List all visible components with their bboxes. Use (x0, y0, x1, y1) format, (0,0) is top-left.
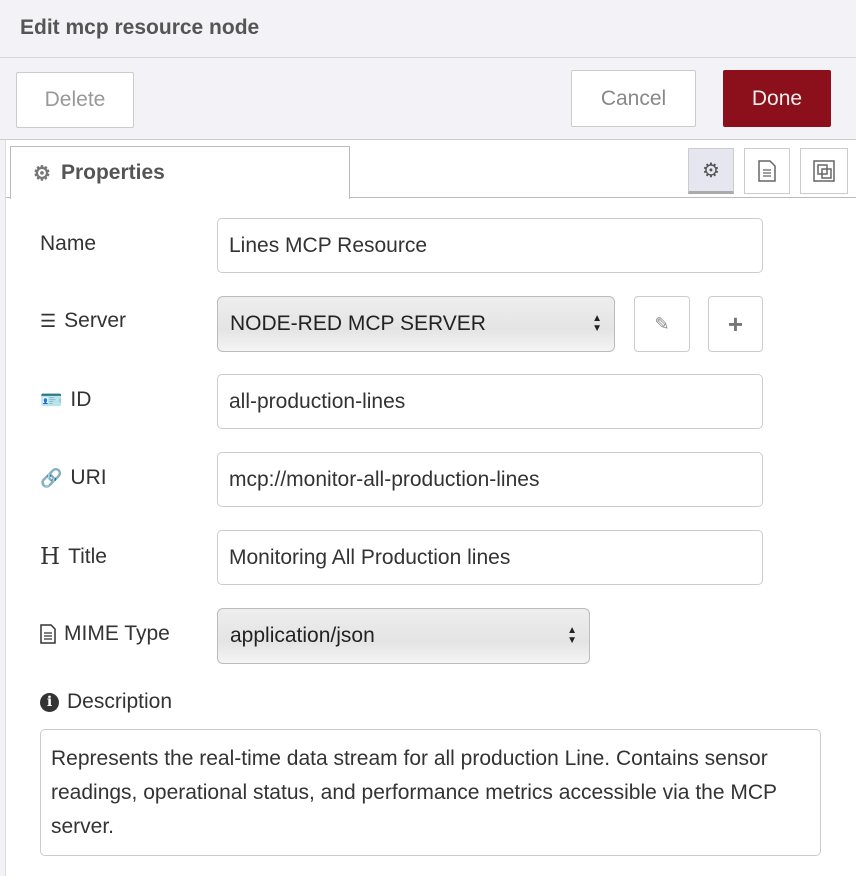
frame-icon (813, 160, 835, 182)
description-tab-button[interactable] (744, 148, 790, 194)
title-input[interactable]: Monitoring All Production lines (217, 530, 763, 585)
left-edge (0, 140, 6, 876)
appearance-tab-button[interactable] (800, 148, 848, 194)
link-icon: 🔗 (40, 467, 63, 488)
edit-server-button[interactable]: ✎ (634, 296, 690, 352)
label-text: URI (70, 466, 107, 489)
cancel-button[interactable]: Cancel (571, 70, 696, 127)
id-input[interactable]: all-production-lines (217, 374, 763, 429)
plus-icon: + (727, 308, 744, 339)
pencil-icon: ✎ (654, 313, 670, 334)
id-card-icon: 🪪 (40, 389, 63, 410)
uri-input[interactable]: mcp://monitor-all-production-lines (217, 452, 763, 507)
server-label: ☰ Server (40, 309, 126, 333)
tab-divider (6, 197, 856, 198)
title-label: H Title (40, 544, 107, 570)
tab-properties[interactable]: ⚙ Properties (10, 146, 350, 199)
gear-icon: ⚙ (702, 159, 720, 182)
file-text-icon (758, 160, 776, 182)
label-text: Name (40, 232, 97, 255)
delete-button[interactable]: Delete (16, 72, 134, 128)
name-input[interactable]: Lines MCP Resource (217, 218, 763, 273)
label-text: ID (70, 388, 92, 411)
server-select[interactable]: NODE-RED MCP SERVER ▲ ▼ (217, 296, 615, 352)
label-text: Description (67, 690, 173, 713)
label-text: Server (64, 309, 126, 332)
tab-label: Properties (60, 161, 165, 184)
done-button[interactable]: Done (723, 70, 831, 127)
add-server-button[interactable]: + (708, 296, 763, 352)
toolbar: Delete Cancel Done (0, 58, 856, 140)
description-label: i Description (40, 690, 172, 714)
name-label: Name (40, 232, 96, 256)
server-icon: ☰ (40, 310, 57, 331)
file-text-icon (40, 624, 56, 644)
header-icon: H (40, 544, 61, 570)
id-label: 🪪 ID (40, 388, 91, 412)
dialog-title: Edit mcp resource node (20, 16, 260, 39)
dialog-header: Edit mcp resource node (0, 0, 856, 58)
label-text: MIME Type (64, 622, 170, 645)
properties-tab-button[interactable]: ⚙ (688, 148, 734, 194)
mime-label: MIME Type (40, 622, 170, 646)
select-value: application/json (230, 624, 375, 647)
label-text: Title (68, 545, 107, 568)
info-icon: i (40, 692, 59, 712)
gear-icon: ⚙ (33, 162, 51, 185)
description-textarea[interactable]: Represents the real-time data stream for… (40, 729, 821, 856)
select-arrows-icon: ▲ ▼ (592, 313, 602, 334)
select-arrows-icon: ▲ ▼ (567, 625, 577, 646)
uri-label: 🔗 URI (40, 466, 107, 490)
select-value: NODE-RED MCP SERVER (230, 312, 486, 335)
mime-type-select[interactable]: application/json ▲ ▼ (217, 608, 590, 664)
